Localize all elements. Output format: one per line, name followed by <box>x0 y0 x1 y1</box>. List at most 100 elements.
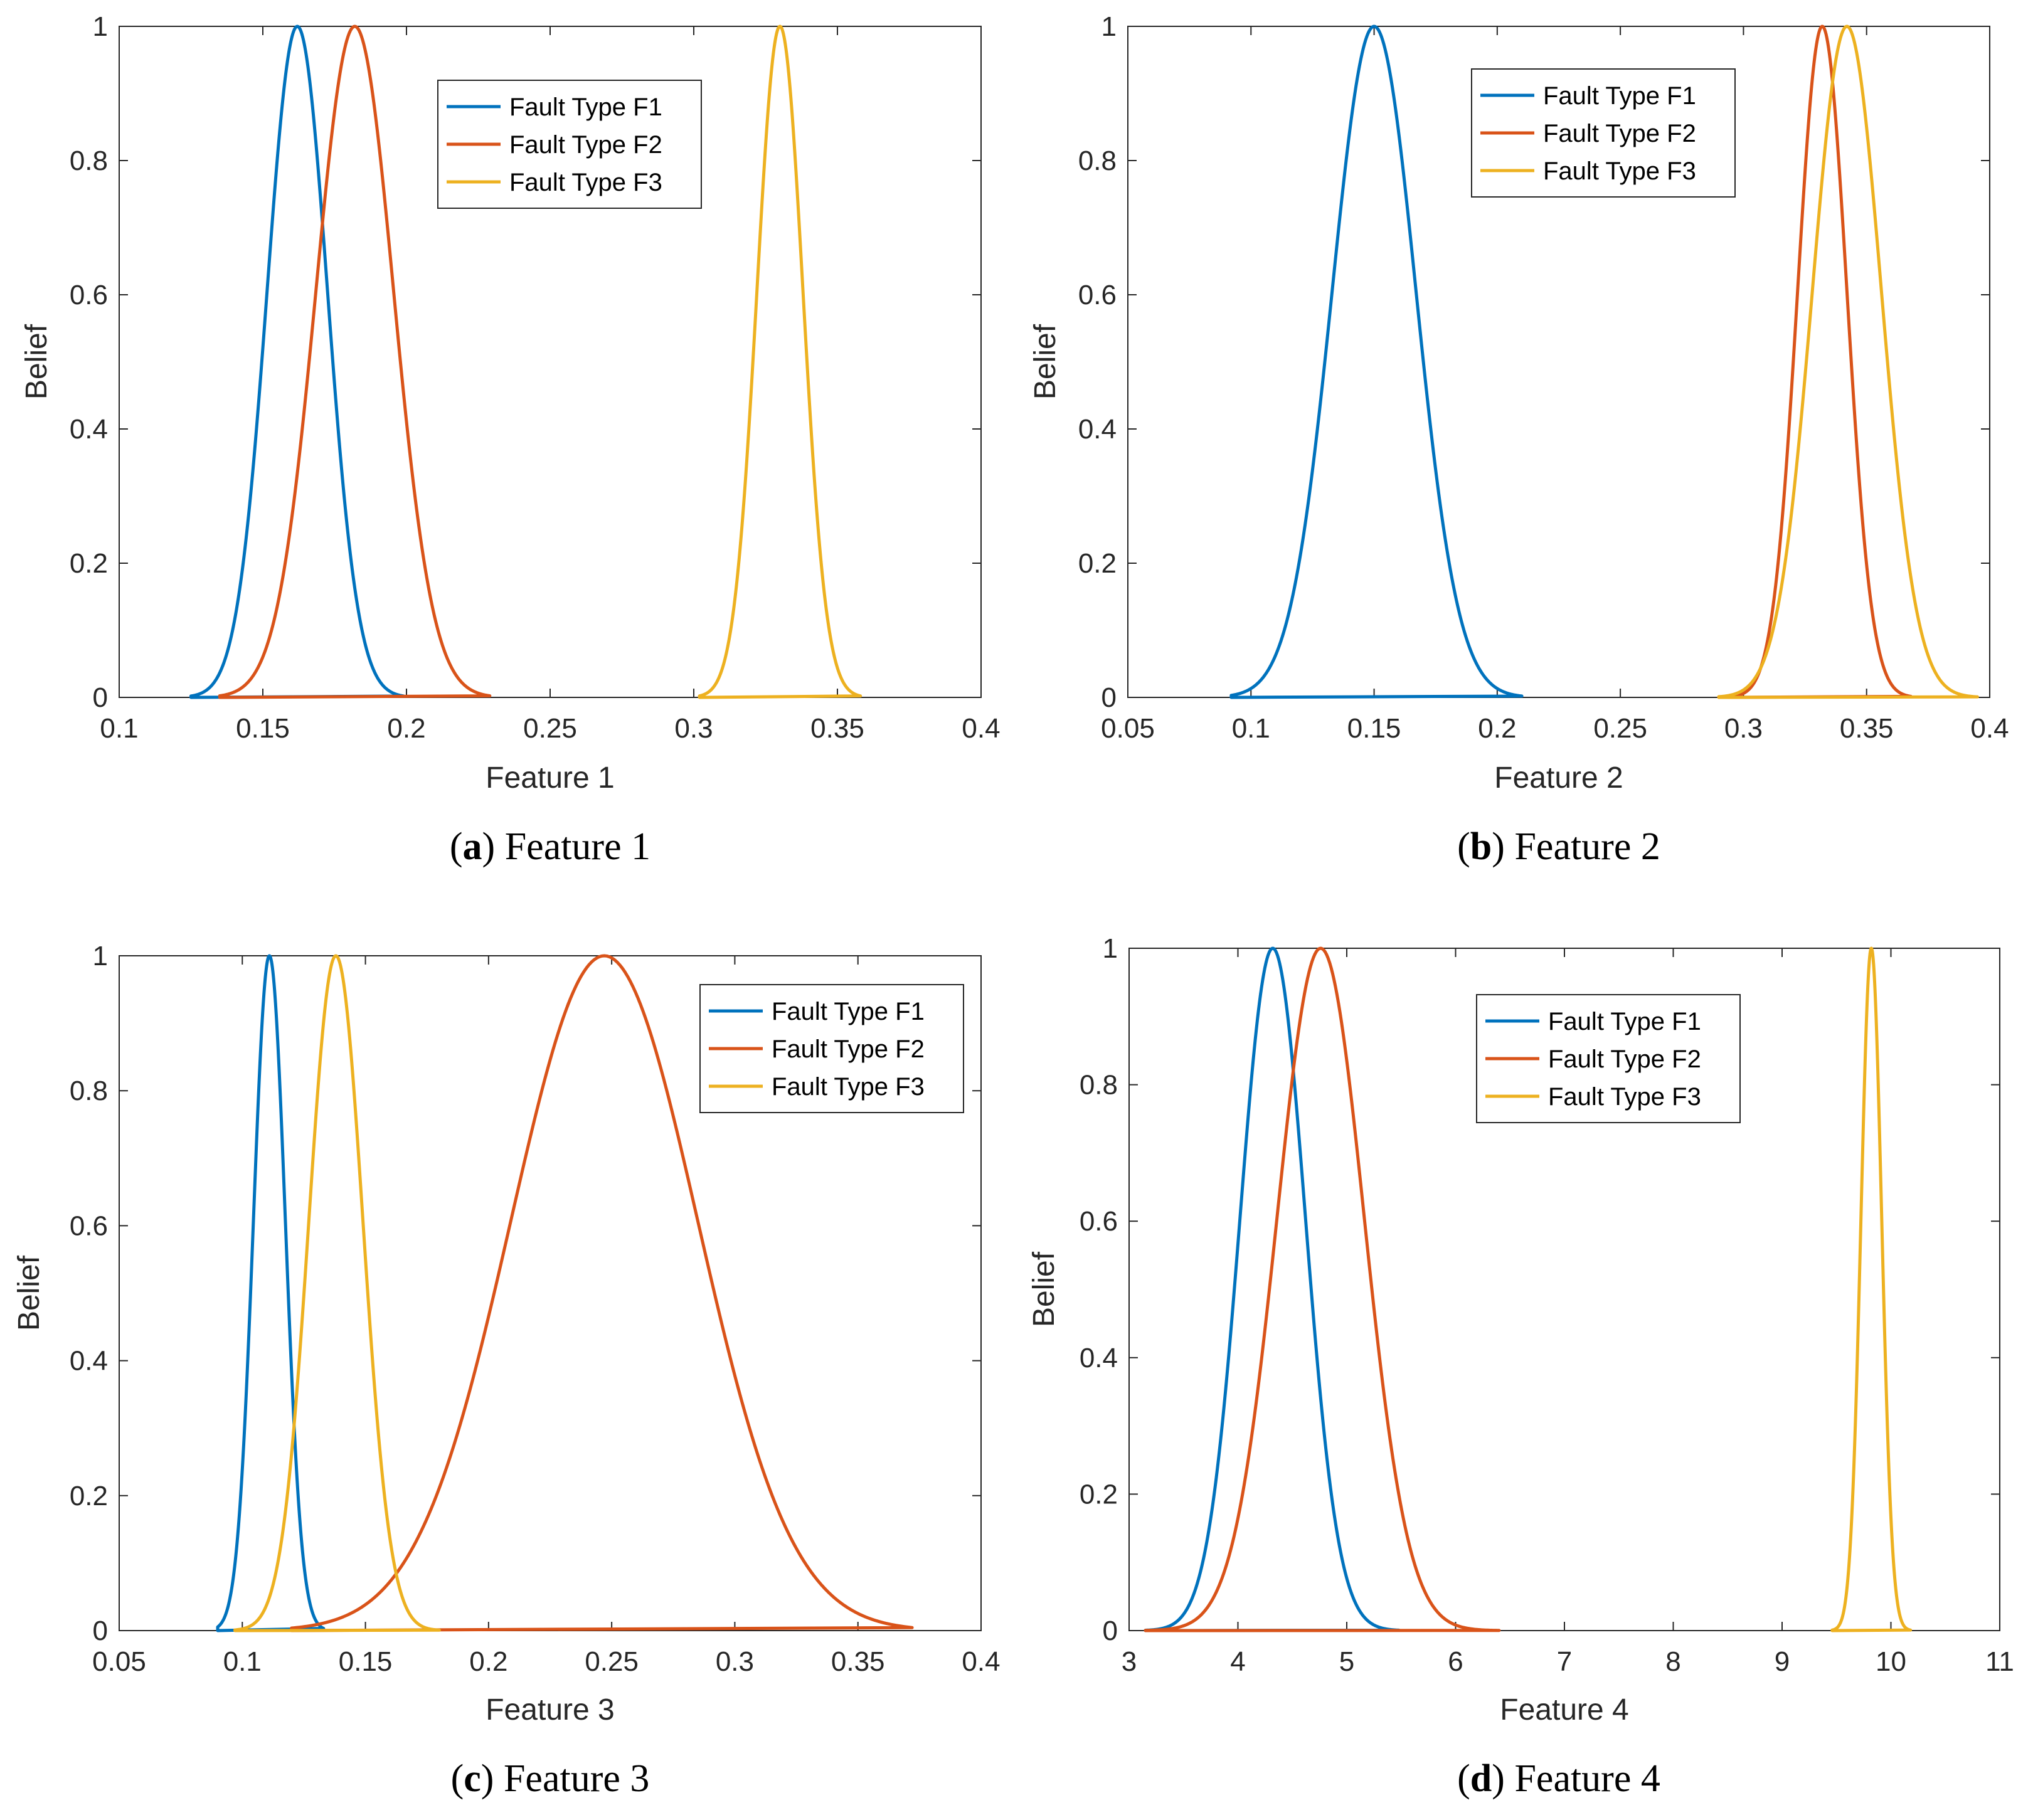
legend: Fault Type F1 Fault Type F2 Fault Type F3 <box>1476 994 1741 1123</box>
series-line-f1 <box>189 24 405 699</box>
legend-label: Fault Type F1 <box>509 93 662 121</box>
y-tick-label: 0.4 <box>1078 414 1117 445</box>
x-axis-label: Feature 4 <box>1500 1693 1628 1727</box>
y-tick-label: 0.8 <box>70 1076 108 1106</box>
legend-label: Fault Type F2 <box>509 131 662 159</box>
y-tick-label: 1 <box>1103 933 1118 964</box>
x-tick-label: 9 <box>1775 1646 1790 1677</box>
legend: Fault Type F1 Fault Type F2 Fault Type F3 <box>437 80 702 209</box>
y-axis-label: Belief <box>1027 1251 1061 1327</box>
series-line-f2 <box>1717 24 1913 699</box>
x-tick-label: 0.2 <box>387 713 425 744</box>
panel-caption: (c) Feature 3 <box>451 1757 650 1800</box>
x-tick-label: 10 <box>1876 1646 1906 1677</box>
series-line-f2 <box>1144 946 1501 1632</box>
legend-label: Fault Type F1 <box>1543 82 1696 110</box>
y-tick-label: 0.4 <box>70 1346 108 1377</box>
plot-area <box>1127 26 1990 698</box>
x-tick-label: 0.4 <box>962 713 1000 744</box>
x-tick-label: 0.1 <box>100 713 138 744</box>
x-tick-label: 0.4 <box>1970 713 2009 744</box>
caption-letter: b <box>1470 825 1492 868</box>
legend-label: Fault Type F3 <box>509 169 662 196</box>
y-tick-label: 0 <box>93 682 108 713</box>
x-tick-label: 0.3 <box>1724 713 1763 744</box>
x-tick-label: 0.2 <box>1478 713 1516 744</box>
panel-caption: (b) Feature 2 <box>1457 825 1660 868</box>
x-tick-label: 0.25 <box>523 713 577 744</box>
caption-title: Feature 4 <box>1514 1757 1660 1800</box>
y-axis-label: Belief <box>13 1255 46 1331</box>
y-tick-label: 0 <box>93 1616 108 1646</box>
x-tick-label: 0.25 <box>1593 713 1647 744</box>
y-tick-label: 0.2 <box>1078 548 1117 579</box>
y-tick-label: 0.2 <box>70 548 108 579</box>
series-line-f1 <box>1144 946 1401 1632</box>
x-tick-label: 0.15 <box>236 713 290 744</box>
caption-title: Feature 3 <box>504 1757 649 1800</box>
series-line-f1 <box>1229 24 1524 699</box>
x-tick-label: 0.3 <box>716 1646 754 1677</box>
y-tick-label: 0 <box>1101 682 1117 713</box>
x-tick-label: 11 <box>1985 1646 2014 1677</box>
legend-label: Fault Type F1 <box>772 998 925 1025</box>
x-axis-label: Feature 3 <box>486 1693 614 1727</box>
x-axis-label: Feature 2 <box>1494 761 1623 795</box>
panel-b: (b) Feature 2 Feature 2 Belief 0.05 0.1 0.… <box>1029 11 2009 868</box>
x-tick-label: 5 <box>1339 1646 1354 1677</box>
x-tick-label: 3 <box>1122 1646 1137 1677</box>
legend-label: Fault Type F3 <box>1543 157 1696 185</box>
x-tick-label: 0.1 <box>223 1646 262 1677</box>
x-tick-label: 0.05 <box>1101 713 1155 744</box>
caption-title: Feature 1 <box>505 825 650 868</box>
legend-label: Fault Type F2 <box>1548 1045 1701 1073</box>
x-tick-label: 0.35 <box>831 1646 885 1677</box>
y-tick-label: 0.8 <box>1078 145 1117 176</box>
panel-caption: (d) Feature 4 <box>1457 1757 1660 1800</box>
y-tick-label: 0 <box>1103 1616 1118 1646</box>
y-tick-label: 0.8 <box>70 145 108 176</box>
series-line-f1 <box>216 954 326 1632</box>
panel-c: (c) Feature 3 Feature 3 Belief 0.05 0.1 0.… <box>13 941 1001 1800</box>
x-tick-label: 0.1 <box>1232 713 1270 744</box>
legend-box <box>1471 68 1736 198</box>
y-tick-label: 1 <box>1101 11 1117 42</box>
y-tick-label: 1 <box>93 11 108 42</box>
y-axis-label: Belief <box>1029 324 1062 399</box>
x-tick-label: 0.05 <box>92 1646 146 1677</box>
caption-title: Feature 2 <box>1514 825 1660 868</box>
x-tick-label: 0.25 <box>585 1646 639 1677</box>
legend: Fault Type F1 Fault Type F2 Fault Type F3 <box>1471 68 1736 198</box>
x-tick-label: 0.15 <box>1347 713 1401 744</box>
series-line-f2 <box>218 24 492 699</box>
series-line-f3 <box>233 954 441 1632</box>
series-line-f3 <box>1717 24 1979 699</box>
panel-caption: (a) Feature 1 <box>450 825 650 868</box>
caption-letter: d <box>1470 1757 1492 1800</box>
x-axis-label: Feature 1 <box>486 761 614 795</box>
legend-label: Fault Type F2 <box>772 1035 925 1063</box>
legend-label: Fault Type F3 <box>1548 1083 1701 1111</box>
legend-label: Fault Type F3 <box>772 1073 925 1101</box>
y-axis-label: Belief <box>20 324 53 399</box>
legend-label: Fault Type F1 <box>1548 1008 1701 1035</box>
panel-a: (a) Feature 1 Feature 1 Belief 0.1 0.15 0.… <box>20 11 1001 868</box>
y-tick-label: 0.2 <box>70 1481 108 1511</box>
legend-label: Fault Type F2 <box>1543 120 1696 147</box>
x-tick-label: 4 <box>1230 1646 1245 1677</box>
y-tick-label: 0.6 <box>1078 280 1117 310</box>
x-tick-label: 6 <box>1448 1646 1463 1677</box>
x-tick-label: 0.3 <box>674 713 713 744</box>
y-tick-label: 0.6 <box>1080 1206 1118 1237</box>
y-tick-label: 0.8 <box>1080 1070 1118 1101</box>
x-tick-label: 0.4 <box>962 1646 1000 1677</box>
caption-letter: a <box>463 825 482 868</box>
x-tick-label: 0.2 <box>469 1646 507 1677</box>
y-tick-label: 0.2 <box>1080 1479 1118 1510</box>
x-tick-label: 8 <box>1665 1646 1680 1677</box>
y-tick-label: 0.4 <box>1080 1343 1118 1373</box>
x-tick-label: 0.35 <box>810 713 864 744</box>
series-line-f3 <box>698 24 863 699</box>
